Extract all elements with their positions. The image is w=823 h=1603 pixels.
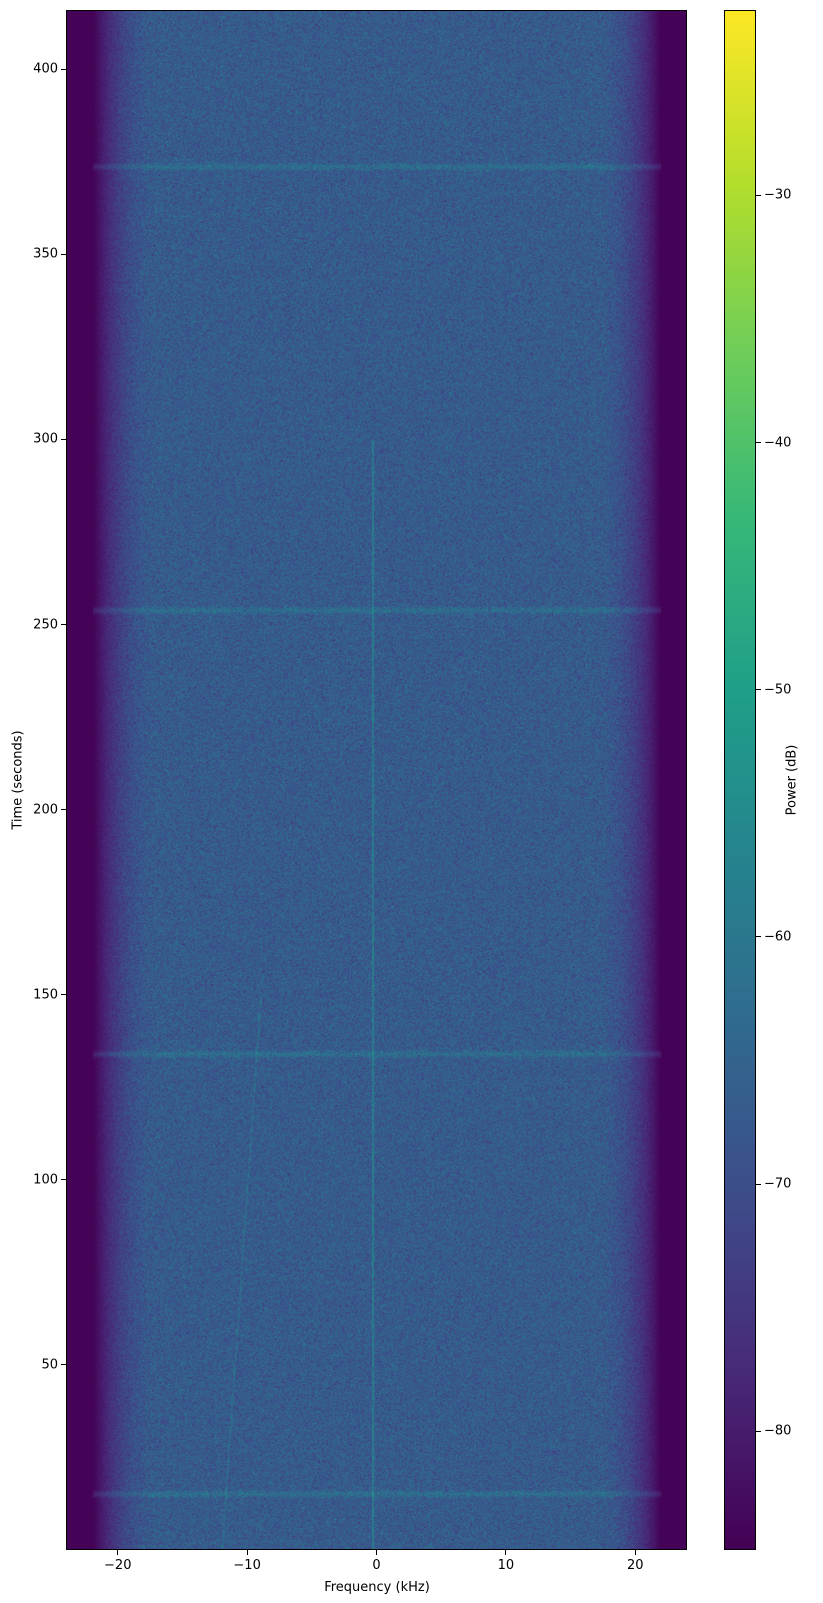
y-tick-mark <box>61 1364 66 1366</box>
colorbar-tick-mark <box>756 194 761 196</box>
colorbar-tick-label: −60 <box>764 929 792 945</box>
x-tick-label: −10 <box>233 1558 261 1573</box>
x-tick-mark <box>246 1550 248 1555</box>
x-tick-label: 10 <box>497 1558 515 1573</box>
colorbar-label: Power (dB) <box>784 744 800 816</box>
y-tick-mark <box>61 1179 66 1181</box>
colorbar-tick-mark <box>756 442 761 444</box>
y-tick-mark <box>61 438 66 440</box>
colorbar-tick-label: −40 <box>764 435 792 451</box>
x-tick-label: 0 <box>372 1558 381 1573</box>
x-tick-mark <box>376 1550 377 1555</box>
spectrogram-image <box>67 11 686 1549</box>
colorbar-tick-mark <box>756 1430 761 1432</box>
colorbar-tick-label: −70 <box>764 1176 792 1192</box>
y-tick-mark <box>61 253 66 255</box>
spectrogram-plot-area <box>66 10 687 1550</box>
colorbar-gradient <box>725 11 755 1549</box>
x-tick-mark <box>505 1550 507 1555</box>
colorbar-tick-mark <box>756 936 761 938</box>
y-tick-label: 100 <box>33 1172 58 1188</box>
colorbar <box>724 10 756 1550</box>
y-tick-label: 400 <box>33 61 58 77</box>
colorbar-tick-mark <box>756 689 761 691</box>
y-tick-mark <box>61 68 66 70</box>
colorbar-tick-label: −50 <box>764 682 792 698</box>
y-tick-label: 350 <box>33 246 58 262</box>
y-tick-label: 200 <box>33 802 58 818</box>
colorbar-tick-label: −80 <box>764 1423 792 1439</box>
y-tick-label: 300 <box>33 431 58 447</box>
y-tick-mark <box>61 809 66 811</box>
colorbar-tick-label: −30 <box>764 187 792 203</box>
x-axis-label: Frequency (kHz) <box>324 1580 430 1595</box>
y-tick-label: 150 <box>33 987 58 1003</box>
y-tick-mark <box>61 994 66 996</box>
colorbar-tick-mark <box>756 1183 761 1185</box>
x-tick-label: 20 <box>626 1558 644 1573</box>
x-tick-mark <box>634 1550 636 1555</box>
x-tick-label: −20 <box>104 1558 132 1573</box>
y-tick-label: 250 <box>33 617 58 633</box>
y-tick-mark <box>61 624 66 626</box>
y-tick-label: 50 <box>41 1357 58 1373</box>
x-tick-mark <box>117 1550 119 1555</box>
y-axis-label: Time (seconds) <box>10 730 26 830</box>
